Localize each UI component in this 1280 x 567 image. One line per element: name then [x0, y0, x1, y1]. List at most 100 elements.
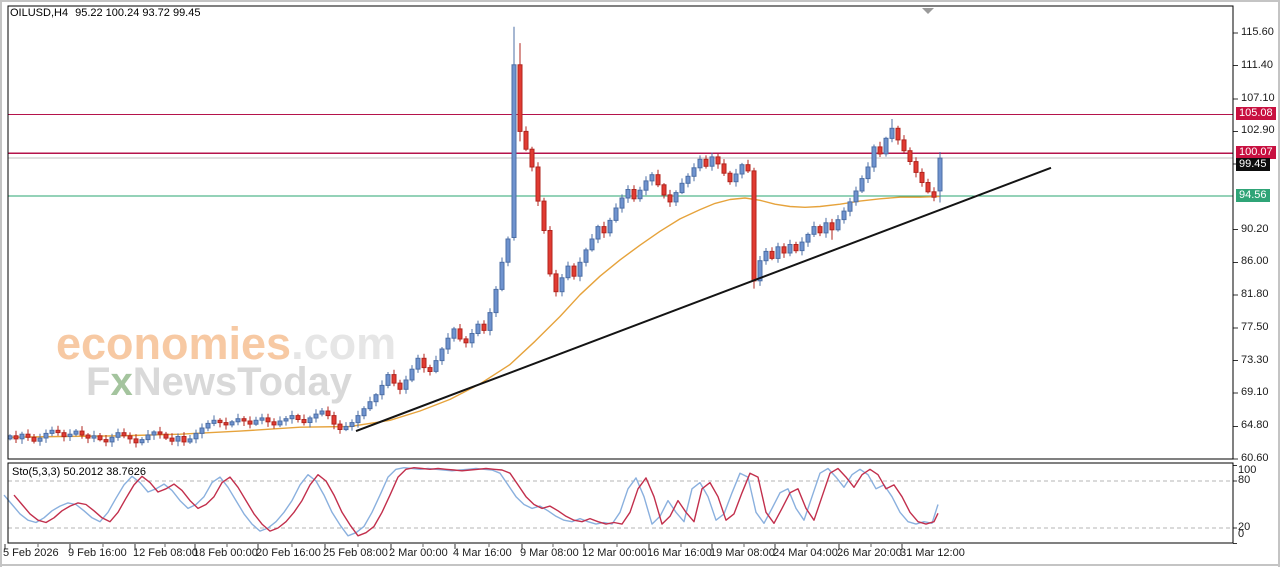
- candle-down: [529, 148, 535, 168]
- candle-up: [583, 249, 589, 263]
- candle-up: [475, 323, 481, 335]
- candle-down: [901, 139, 907, 152]
- candle-down: [85, 434, 91, 439]
- candle-up: [709, 156, 715, 167]
- candle-down: [163, 433, 169, 439]
- candle-up: [889, 127, 895, 139]
- price-tick-label: 86.00: [1241, 255, 1269, 267]
- resistance-badge-upper: 105.08: [1236, 107, 1276, 120]
- candle-down: [391, 374, 397, 384]
- candle-down: [241, 418, 247, 422]
- time-tick-label: 4 Mar 16:00: [453, 547, 512, 559]
- ohlc-values-label: 95.22 100.24 93.72 99.45: [75, 7, 201, 19]
- candle-up: [313, 413, 319, 419]
- time-tick-label: 18 Feb 00:00: [193, 547, 258, 559]
- window-border-top: [0, 0, 1280, 2]
- stochastic-label: Sto(5,3,3) 50.2012 38.7626: [12, 466, 146, 478]
- candle-up: [565, 265, 571, 279]
- time-tick-label: 31 Mar 12:00: [900, 547, 965, 559]
- candle-down: [157, 431, 163, 435]
- candle-down: [547, 230, 553, 275]
- trend-line[interactable]: [355, 166, 1052, 433]
- candle-up: [649, 174, 655, 182]
- candle-up: [775, 246, 781, 259]
- candle-up: [235, 418, 241, 423]
- candle-down: [877, 146, 883, 155]
- candle-down: [517, 64, 523, 132]
- candle-up: [367, 401, 373, 410]
- candle-down: [631, 189, 637, 200]
- candle-down: [181, 436, 187, 443]
- indicator-panel-frame: [7, 462, 1234, 544]
- candle-up: [613, 207, 619, 221]
- candle-up: [145, 434, 151, 441]
- candle-up: [403, 379, 409, 390]
- candle-down: [913, 161, 919, 173]
- chart-shift-marker-icon[interactable]: [922, 8, 934, 14]
- price-tick-label: 115.60: [1241, 26, 1274, 38]
- candle-up: [511, 64, 517, 238]
- candle-down: [61, 432, 67, 438]
- candle-up: [469, 333, 475, 344]
- candle-up: [643, 180, 649, 191]
- candle-up: [91, 435, 97, 439]
- price-tick-label: 107.10: [1241, 92, 1275, 104]
- candle-down: [601, 226, 607, 234]
- candle-down: [541, 200, 547, 232]
- candle-down: [655, 174, 661, 186]
- time-tick-label: 16 Mar 16:00: [647, 547, 712, 559]
- candle-up: [415, 357, 421, 370]
- candle-up: [253, 419, 259, 425]
- candle-down: [535, 166, 541, 202]
- candle-up: [847, 201, 853, 212]
- candle-down: [427, 367, 433, 373]
- candle-up: [319, 410, 325, 415]
- candle-up: [205, 422, 211, 429]
- candle-down: [817, 226, 823, 234]
- candle-up: [805, 233, 811, 243]
- candle-down: [169, 437, 175, 442]
- sto-level-label: 100: [1238, 464, 1257, 476]
- candle-up: [883, 137, 889, 155]
- candle-up: [739, 164, 745, 175]
- candle-up: [139, 439, 145, 444]
- candle-down: [301, 419, 307, 424]
- candle-up: [229, 421, 235, 426]
- symbol-timeframe-label: OILUSD,H4: [10, 7, 69, 19]
- candle-up: [499, 261, 505, 290]
- resistance-badge-lower: 100.07: [1236, 146, 1276, 159]
- time-tick-label: 20 Feb 16:00: [256, 547, 321, 559]
- candle-down: [895, 127, 901, 141]
- candle-down: [247, 420, 253, 425]
- candle-down: [13, 435, 19, 440]
- candle-up: [595, 226, 601, 240]
- price-tick-label: 90.20: [1241, 223, 1269, 235]
- watermark-f-text: F: [86, 360, 111, 404]
- candle-up: [115, 432, 121, 438]
- stochastic-name-label: Sto(5,3,3): [12, 466, 61, 478]
- candle-up: [187, 438, 193, 443]
- candle-up: [49, 429, 55, 434]
- candle-down: [127, 435, 133, 440]
- stochastic-d-value: 38.7626: [106, 466, 146, 478]
- price-tick-label: 111.40: [1241, 59, 1274, 71]
- price-tick-label: 102.90: [1241, 124, 1275, 136]
- watermark-tld-text: .com: [291, 318, 397, 369]
- candle-up: [37, 437, 43, 442]
- candle-up: [493, 288, 499, 314]
- candle-down: [919, 171, 925, 183]
- main-chart-frame: [7, 5, 1234, 460]
- candle-up: [733, 173, 739, 183]
- candle-down: [463, 338, 469, 344]
- candle-up: [151, 431, 157, 436]
- candle-up: [343, 426, 349, 431]
- candle-up: [577, 261, 583, 277]
- candle-up: [559, 277, 565, 293]
- candle-up: [67, 433, 73, 438]
- candle-down: [79, 430, 85, 436]
- watermark-x-text: x: [110, 360, 133, 404]
- candle-up: [379, 384, 385, 396]
- candle-down: [133, 438, 139, 444]
